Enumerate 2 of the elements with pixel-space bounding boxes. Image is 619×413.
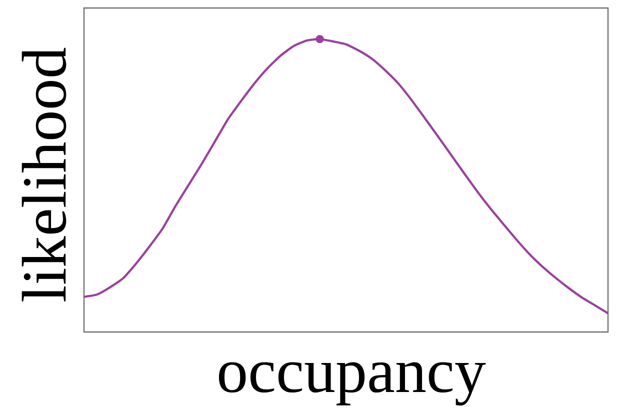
y-axis-title: likelihood [22,48,66,302]
x-axis-title: occupancy [218,362,486,406]
